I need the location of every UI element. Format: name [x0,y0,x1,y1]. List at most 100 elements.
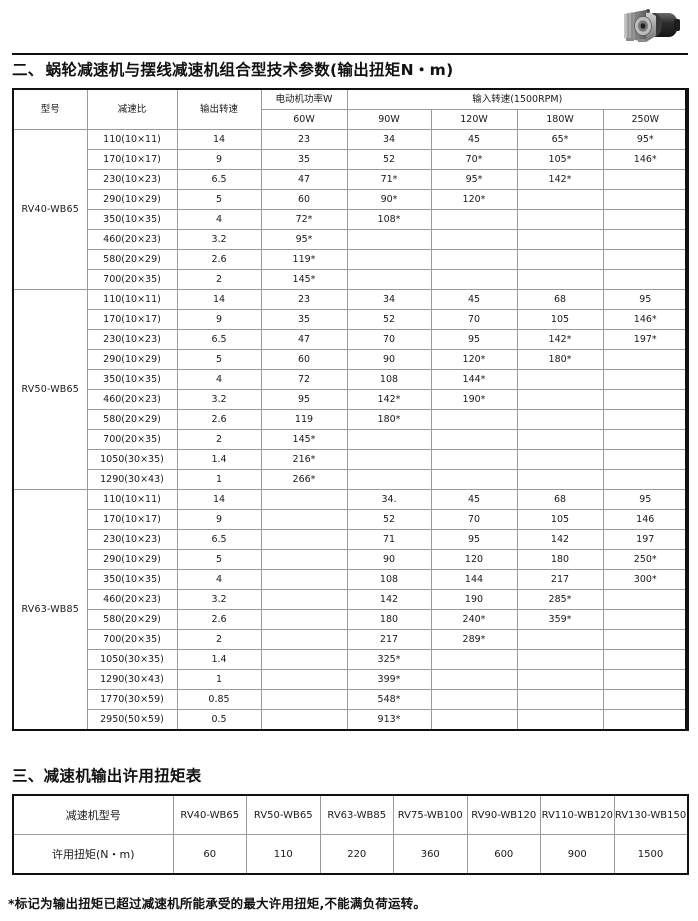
spec-cell-torque-180w: 359* [516,609,604,630]
spec-cell-ratio: 1290(30×43) [86,669,178,690]
spec-cell-output-speed: 3.2 [176,229,262,250]
spec-cell-torque-180w: 65* [516,129,604,150]
spec-cell-torque-60w [260,509,348,530]
spec-cell-torque-120w: 45 [430,489,518,510]
spec-row: 1290(30×43) 1 266* [13,469,689,490]
spec-row: 700(20×35) 2 145* [13,269,689,290]
spec-cell-output-speed: 2 [176,269,262,290]
spec-cell-torque-180w: 68 [516,489,604,510]
spec-cell-torque-180w [516,409,604,430]
spec-cell-ratio: 460(20×23) [86,389,178,410]
spec-cell-output-speed: 4 [176,369,262,390]
spec-cell-torque-60w [260,629,348,650]
spec-cell-torque-90w: 325* [346,649,432,670]
spec-row: 580(20×29) 2.6 119 180* [13,409,689,430]
spec-cell-torque-120w [430,649,518,670]
spec-cell-output-speed: 1.4 [176,449,262,470]
spec-cell-torque-90w [346,249,432,270]
spec-cell-torque-250w: 146* [602,309,689,330]
spec-cell-output-speed: 4 [176,209,262,230]
spec-cell-output-speed: 0.5 [176,709,262,731]
spec-cell-ratio: 580(20×29) [86,249,178,270]
spec-cell-torque-60w: 266* [260,469,348,490]
spec-cell-torque-90w: 34 [346,289,432,310]
section-3-heading: 三、减速机输出许用扭矩表 [12,764,202,786]
spec-cell-ratio: 580(20×29) [86,409,178,430]
spec-cell-torque-60w [260,669,348,690]
section-3-title: 减速机输出许用扭矩表 [43,767,202,785]
spec-cell-torque-90w: 108 [346,569,432,590]
spec-cell-ratio: 350(10×35) [86,369,178,390]
footnote-text: *标记为输出扭矩已超过减速机所能承受的最大许用扭矩,不能满负荷运转。 [8,896,427,911]
spec-cell-torque-60w: 35 [260,309,348,330]
spec-row: 700(20×35) 2 145* [13,429,689,450]
torque-row-header-value: 许用扭矩(N・m) [12,834,174,875]
torque-cell-model: RV130-WB150 [613,794,688,835]
spec-cell-torque-90w: 913* [346,709,432,731]
spec-cell-torque-60w: 72 [260,369,348,390]
spec-cell-torque-120w: 120* [430,189,518,210]
spec-cell-torque-250w: 95* [602,129,689,150]
spec-cell-torque-120w: 95* [430,169,518,190]
spec-cell-torque-180w: 142 [516,529,604,550]
spec-cell-torque-90w [346,429,432,450]
spec-cell-torque-120w: 45 [430,129,518,150]
spec-row: 170(10×17) 9 35 52 70* 105* 146* [13,149,689,170]
spec-cell-torque-120w [430,209,518,230]
torque-cell-model: RV75-WB100 [393,794,468,835]
spec-row: 580(20×29) 2.6 119* [13,249,689,270]
spec-cell-torque-60w [260,569,348,590]
spec-cell-torque-60w [260,489,348,510]
header-model: 型号 [12,88,88,130]
spec-cell-torque-180w [516,629,604,650]
spec-cell-ratio: 350(10×35) [86,209,178,230]
spec-cell-ratio: 1290(30×43) [86,469,178,490]
spec-cell-ratio: 290(10×29) [86,189,178,210]
spec-cell-ratio: 170(10×17) [86,149,178,170]
spec-cell-output-speed: 1 [176,469,262,490]
spec-cell-torque-250w [602,169,689,190]
spec-cell-torque-250w [602,689,689,710]
spec-cell-torque-120w: 240* [430,609,518,630]
spec-header-row-1: 型号 减速比 输出转速 电动机功率W 输入转速(1500RPM) [12,88,689,130]
spec-row: 1290(30×43) 1 399* [13,669,689,690]
spec-cell-torque-90w: 71* [346,169,432,190]
spec-cell-torque-90w: 90* [346,189,432,210]
torque-cell-value: 900 [540,834,615,875]
spec-cell-ratio: 170(10×17) [86,309,178,330]
spec-cell-torque-120w [430,409,518,430]
spec-table-head: 型号 减速比 输出转速 电动机功率W 输入转速(1500RPM) 60W 90W… [12,88,689,130]
spec-cell-torque-250w [602,469,689,490]
torque-table-wrap: 减速机型号 RV40-WB65 RV50-WB65 RV63-WB85 RV75-WB1… [12,794,689,875]
spec-cell-output-speed: 3.2 [176,589,262,610]
spec-cell-torque-120w: 120* [430,349,518,370]
spec-cell-torque-180w: 68 [516,289,604,310]
spec-cell-torque-120w: 45 [430,289,518,310]
spec-row: 460(20×23) 3.2 95 142* 190* [13,389,689,410]
spec-row: RV40-WB65 110(10×11) 14 23 34 45 65* 95* [12,129,689,290]
spec-cell-ratio: 230(10×23) [86,169,178,190]
spec-row: 460(20×23) 3.2 142 190 285* [13,589,689,610]
spec-cell-torque-180w: 142* [516,329,604,350]
spec-cell-torque-250w: 146* [602,149,689,170]
spec-cell-torque-180w [516,709,604,731]
spec-cell-output-speed: 6.5 [176,169,262,190]
spec-cell-torque-60w: 216* [260,449,348,470]
spec-cell-ratio: 460(20×23) [86,229,178,250]
spec-cell-torque-180w [516,229,604,250]
section-3-number: 三、 [12,767,44,785]
spec-cell-torque-120w: 289* [430,629,518,650]
spec-cell-output-speed: 3.2 [176,389,262,410]
spec-cell-torque-180w [516,689,604,710]
torque-row-header-model: 减速机型号 [12,794,174,835]
spec-row: 1050(30×35) 1.4 325* [13,649,689,670]
spec-row: 290(10×29) 5 60 90 120* 180* [13,349,689,370]
spec-cell-torque-120w [430,709,518,731]
spec-cell-torque-120w [430,689,518,710]
spec-row: 350(10×35) 4 72 108 144* [13,369,689,390]
spec-cell-output-speed: 9 [176,149,262,170]
spec-cell-torque-250w [602,669,689,690]
spec-row: 170(10×17) 9 52 70 105 146 [13,509,689,530]
spec-row: 580(20×29) 2.6 180 240* 359* [13,609,689,630]
spec-cell-torque-120w [430,229,518,250]
